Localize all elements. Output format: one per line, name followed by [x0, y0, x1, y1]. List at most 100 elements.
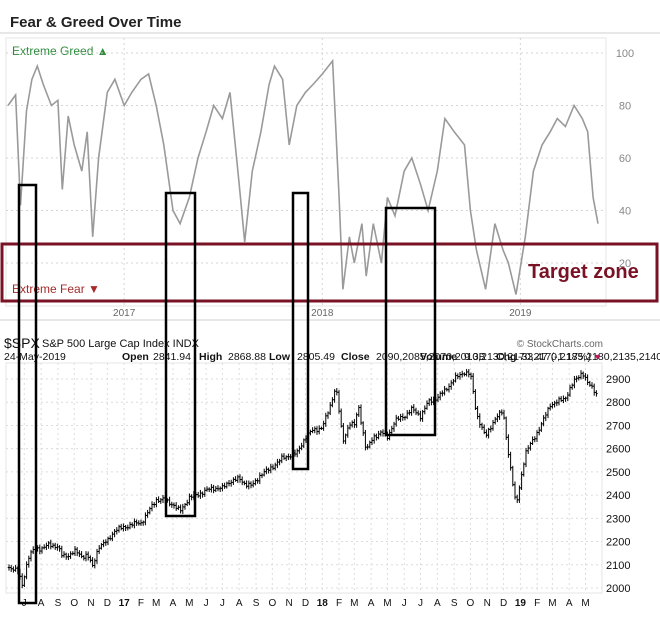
spx-ohlc-bar: [405, 410, 409, 420]
low-value: 2805.49: [297, 351, 335, 363]
spx-x-tick-label: D: [302, 598, 309, 609]
spx-ohlc-bar: [181, 503, 185, 514]
spx-ohlc-bar: [590, 382, 594, 389]
spx-ohlc-bar: [339, 408, 343, 428]
spx-y-tick-label: 2100: [606, 560, 630, 572]
spx-ohlc-bar: [317, 425, 321, 435]
highlight-box-may-jul-2018: [384, 206, 437, 437]
spx-x-tick-label: A: [236, 598, 243, 609]
fear-greed-y-tick-label: 20: [619, 258, 631, 270]
chg-value: -33.47 (-1.17%): [518, 351, 591, 363]
spx-ohlc-bar: [278, 458, 281, 466]
spx-ohlc-bar: [526, 445, 530, 455]
spx-ohlc-bar: [361, 421, 365, 436]
spx-ohlc-bar: [570, 383, 574, 390]
spx-ohlc-bar: [573, 375, 576, 389]
spx-ohlc-bar: [298, 445, 301, 454]
spx-ohlc-bar: [262, 468, 266, 477]
spx-ohlc-bar: [212, 484, 215, 494]
spx-ohlc-bar: [412, 404, 416, 414]
spx-ohlc-bar: [324, 412, 328, 427]
spx-x-tick-label: S: [55, 598, 62, 609]
spx-x-tick-label: M: [185, 598, 193, 609]
spx-ohlc-bar: [84, 551, 88, 562]
spx-ohlc-bar: [592, 383, 596, 396]
spx-ohlc-bar: [500, 409, 504, 416]
spx-ohlc-bar: [438, 391, 442, 401]
target-zone-label: Target zone: [528, 261, 639, 283]
spx-grid: [6, 378, 602, 589]
spx-y-tick-label: 2600: [606, 444, 630, 456]
fear-greed-y-tick-label: 40: [619, 206, 631, 218]
fear-greed-y-tick-label: 80: [619, 101, 631, 113]
spx-ohlc-bar: [414, 407, 418, 416]
spx-ohlc-bar: [493, 416, 497, 425]
spx-ohlc-bar: [454, 372, 457, 383]
spx-x-tick-label: F: [138, 598, 144, 609]
spx-ohlc-bar: [93, 558, 97, 569]
highlight-box-apr-2017: [164, 191, 197, 518]
spx-x-tick-label: D: [500, 598, 507, 609]
spx-x-tick-label: M: [152, 598, 160, 609]
spx-ohlc-bar: [504, 416, 508, 441]
open-value: 2841.94: [153, 351, 191, 363]
spx-x-tick-label: 19: [515, 598, 527, 609]
spx-ohlc-bar: [232, 477, 235, 485]
spx-x-tick-label: S: [451, 598, 458, 609]
spx-ohlc-bar: [449, 380, 453, 390]
spx-ohlc-bar: [581, 371, 585, 379]
spx-ohlc-bar: [247, 480, 251, 490]
spx-x-tick-label: F: [336, 598, 342, 609]
chg-label: Chg: [496, 351, 516, 363]
spx-ohlc-bar: [20, 573, 24, 589]
spx-y-tick-label: 2300: [606, 513, 630, 525]
spx-x-tick-label: J: [204, 598, 209, 609]
spx-ohlc-bar: [372, 433, 376, 444]
chart-title: Fear & Greed Over Time: [10, 14, 181, 31]
extreme-fear-label: Extreme Fear ▼: [12, 282, 100, 296]
spx-ohlc-bar: [476, 405, 479, 420]
spx-ohlc-bar: [12, 566, 15, 573]
spx-x-tick-label: 18: [317, 598, 329, 609]
spx-ohlc-bar: [179, 504, 182, 514]
spx-ohlc-bar: [471, 373, 475, 394]
spx-y-ticks: 2900 2800 2700 2600 2500 2400 2300 2200 2100 2000: [606, 374, 630, 595]
spx-ohlc-bar: [416, 410, 420, 416]
spx-ohlc-bar: [260, 473, 264, 479]
spx-ohlc-bar: [375, 433, 378, 441]
spx-ohlc-bar: [566, 392, 570, 402]
spx-ohlc-bar: [273, 462, 277, 471]
spx-ohlc-bar: [111, 531, 114, 541]
spx-ohlc-bar: [392, 421, 396, 432]
spx-ohlc-bar: [579, 370, 583, 380]
spx-ohlc-bar: [465, 368, 468, 377]
spx-ohlc-bar: [157, 496, 160, 503]
spx-ohlc-bar: [357, 405, 361, 417]
spx-ohlc-bar: [430, 396, 433, 406]
spx-x-tick-label: N: [87, 598, 94, 609]
price-stats-row: Open 2841.94 High 2868.88 Low 2805.49 Cl…: [122, 351, 660, 363]
spx-ohlc-bar: [511, 465, 515, 487]
spx-x-tick-label: N: [286, 598, 293, 609]
spx-ohlc-bar: [394, 414, 398, 427]
spx-ohlc-bar: [128, 521, 132, 530]
spx-ohlc-bar: [174, 502, 178, 511]
spx-ohlc-bar: [240, 476, 244, 486]
spx-ohlc-bar: [80, 551, 83, 559]
spx-ohlc-bar: [141, 520, 145, 526]
spx-ohlc-bar: [544, 411, 548, 422]
spx-ohlc-bar: [315, 426, 319, 435]
highlight-box-jun-2016: [17, 183, 38, 605]
spx-x-tick-label: A: [566, 598, 573, 609]
spx-ohlc-bar: [595, 390, 598, 397]
spx-ohlc-bar: [559, 396, 563, 402]
spx-ohlc-bar: [399, 413, 402, 422]
spx-ohlc-bar: [284, 455, 288, 462]
open-label: Open: [122, 351, 149, 363]
spx-ohlc-bar: [199, 489, 202, 499]
spx-y-tick-label: 2800: [606, 397, 630, 409]
spx-ohlc-bar: [221, 482, 224, 492]
spx-ohlc-bar: [348, 422, 352, 430]
spx-ohlc-bar: [214, 486, 218, 493]
spx-ohlc-bar: [78, 550, 81, 558]
